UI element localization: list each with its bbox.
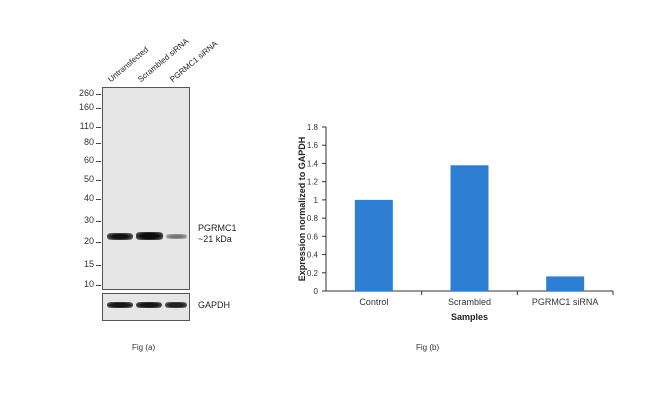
target-name: PGRMC1: [198, 223, 237, 233]
mw-tick: [96, 161, 101, 162]
mw-tick: [96, 221, 101, 222]
mw-marker-50: 50: [83, 174, 94, 184]
bar-3: [546, 276, 585, 291]
mw-marker-40: 40: [83, 193, 94, 203]
x-category-label: Control: [359, 297, 388, 307]
y-tick-label: 1.4: [307, 159, 319, 168]
mw-tick: [96, 180, 101, 181]
mw-marker-20: 20: [83, 236, 94, 246]
x-axis-title: Samples: [451, 312, 488, 322]
mw-tick: [96, 143, 101, 144]
loading-control-label: GAPDH: [198, 300, 231, 310]
mw-marker-60: 60: [83, 155, 94, 165]
y-tick-label: 1.6: [307, 141, 319, 150]
bar-2: [450, 165, 489, 291]
figure-a-caption: Fig (a): [132, 343, 156, 352]
chart-labels: 0 0.2 0.4 0.6 0.8 1 1.2 1.4 1.6 1.8 Control Scrambl…: [297, 123, 598, 322]
mw-marker-160: 160: [78, 102, 94, 112]
mw-marker-30: 30: [83, 215, 94, 225]
mw-marker-110: 110: [79, 121, 94, 131]
mw-marker-80: 80: [83, 137, 94, 147]
gapdh-band-untransfected: [107, 302, 133, 308]
pgrmc1-band-sirna: [166, 234, 187, 239]
mw-tick: [96, 265, 101, 266]
y-axis-title: Expression normalized to GAPDH: [297, 137, 307, 282]
y-tick-label: 0: [314, 287, 319, 296]
x-category-label: Scrambled: [448, 297, 491, 307]
mw-tick: [96, 285, 101, 286]
mw-marker-15: 15: [83, 259, 94, 269]
y-tick-label: 0.2: [307, 269, 319, 278]
mw-tick: [96, 199, 101, 200]
mw-tick: [96, 94, 101, 95]
mw-tick: [96, 242, 101, 243]
bar-1: [354, 199, 393, 291]
mw-tick: [96, 127, 101, 128]
mw-tick: [96, 108, 101, 109]
x-category-label: PGRMC1 siRNA: [532, 297, 599, 307]
mw-marker-10: 10: [83, 279, 94, 289]
gapdh-blot-membrane: [102, 293, 190, 321]
figure-b-caption: Fig (b): [416, 343, 440, 352]
gapdh-band-scrambled: [136, 302, 162, 308]
y-tick-label: 1: [314, 196, 319, 205]
pgrmc1-band-scrambled: [136, 232, 163, 240]
pgrmc1-band-untransfected: [107, 233, 133, 240]
chart-bars: [354, 165, 585, 291]
gapdh-band-sirna: [165, 302, 187, 308]
target-protein-label: PGRMC1 ~21 kDa: [198, 223, 237, 245]
y-tick-label: 1.2: [307, 178, 319, 187]
target-size: ~21 kDa: [198, 234, 232, 244]
y-tick-label: 1.8: [307, 123, 319, 132]
y-tick-label: 0.8: [307, 214, 319, 223]
main-blot-membrane: [102, 87, 190, 290]
y-tick-label: 0.6: [307, 232, 319, 241]
mw-marker-260: 260: [78, 88, 94, 98]
y-tick-label: 0.4: [307, 251, 319, 260]
